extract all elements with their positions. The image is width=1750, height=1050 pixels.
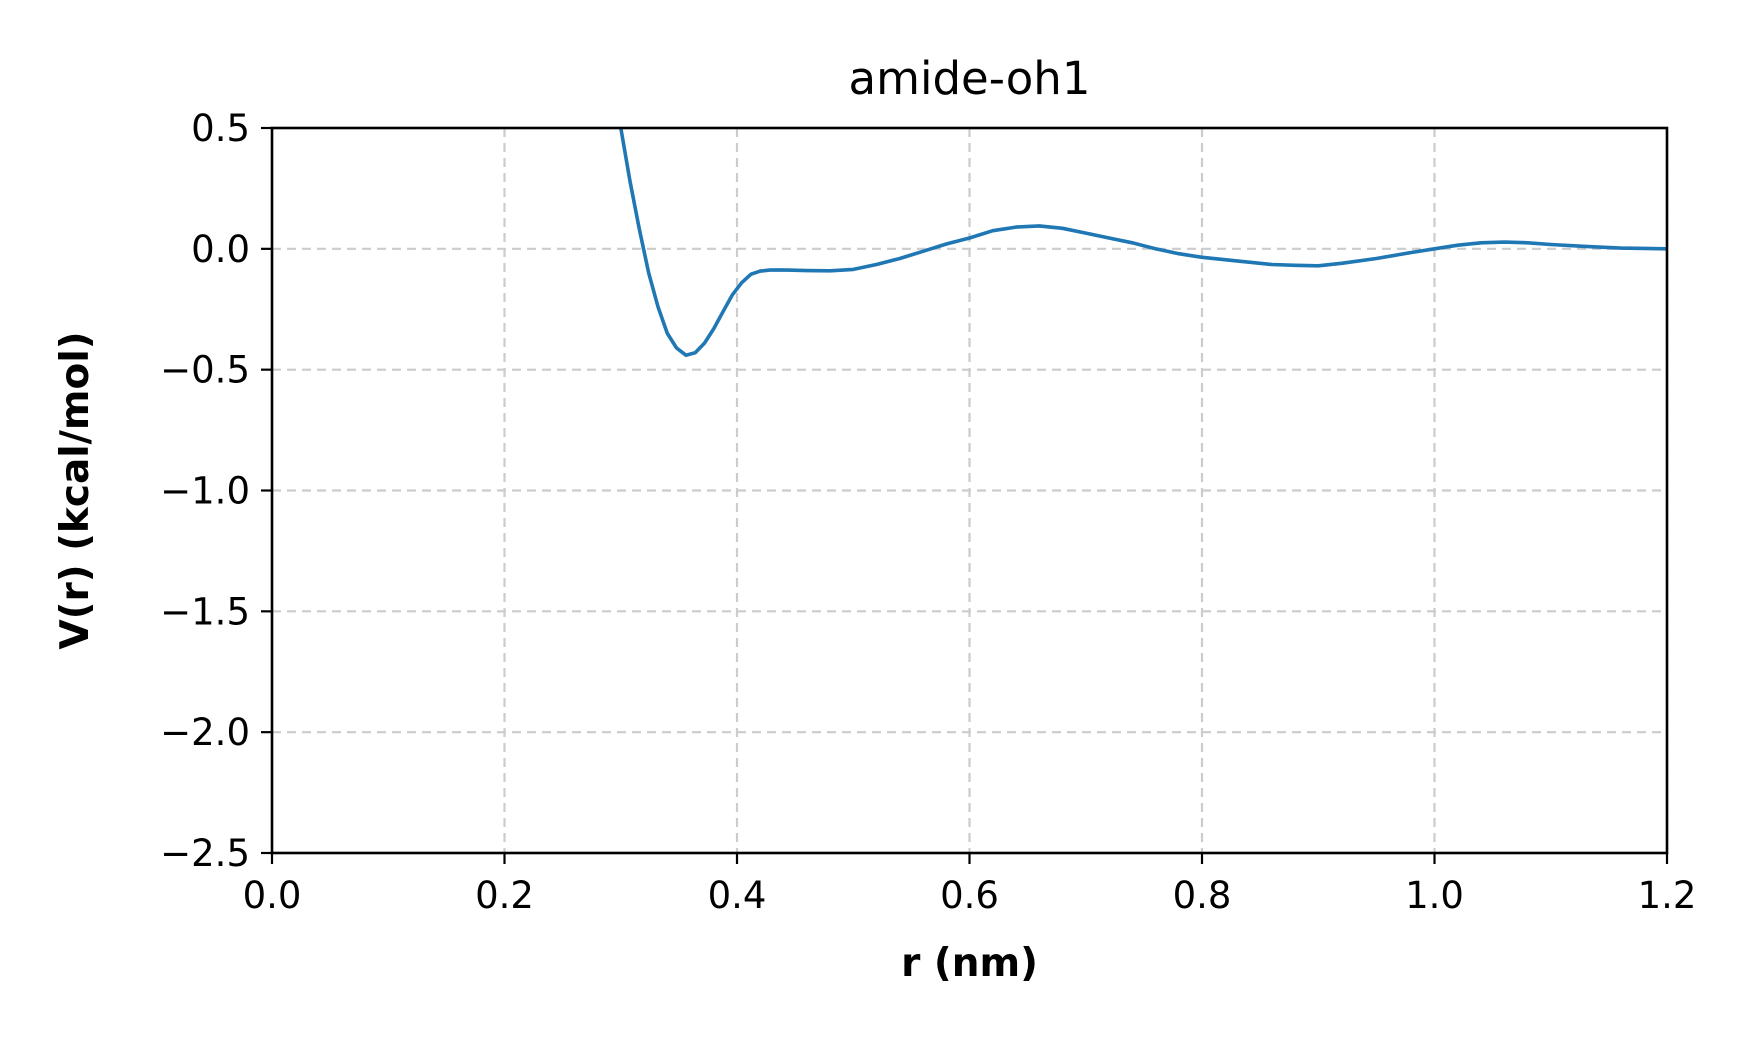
y-tick-label: −0.5: [160, 349, 250, 392]
y-tick-label: −2.5: [160, 832, 250, 875]
x-tick-label: 0.4: [708, 874, 767, 917]
y-tick-label: −1.0: [160, 470, 250, 513]
series-line: [618, 128, 1667, 358]
ticks: 0.0 0.2 0.4 0.6 0.8 1.0 1.2 0.5 0.0 −0.5 −1.0 −1.5 −…: [160, 107, 1696, 917]
x-tick-label: 0.8: [1173, 874, 1232, 917]
y-tick-label: −1.5: [160, 590, 250, 633]
y-axis-label: V(r) (kcal/mol): [53, 331, 98, 649]
x-tick-label: 1.2: [1638, 874, 1697, 917]
x-tick-label: 0.0: [243, 874, 302, 917]
x-axis-label: r (nm): [901, 941, 1038, 986]
chart-title: amide-oh1: [849, 52, 1091, 105]
y-tick-label: −2.0: [160, 711, 250, 754]
y-tick-label: 0.5: [191, 107, 250, 150]
x-tick-label: 0.2: [475, 874, 534, 917]
x-tick-label: 0.6: [940, 874, 999, 917]
series-layer: [618, 128, 1667, 358]
x-tick-label: 1.0: [1405, 874, 1464, 917]
y-tick-label: 0.0: [191, 228, 250, 271]
